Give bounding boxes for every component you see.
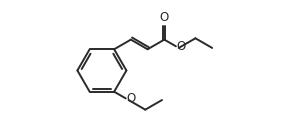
Text: O: O: [177, 40, 186, 53]
Text: O: O: [160, 11, 169, 24]
Text: O: O: [126, 92, 136, 105]
